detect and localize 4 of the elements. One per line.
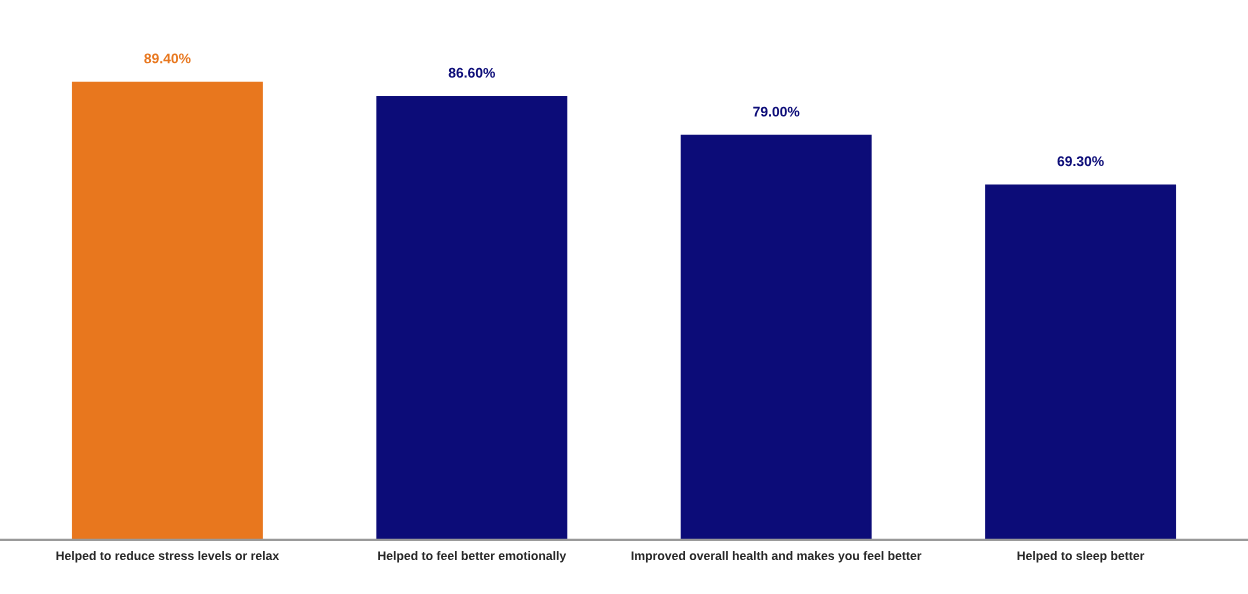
bar xyxy=(376,95,568,540)
bar xyxy=(680,134,872,540)
bar xyxy=(71,81,263,540)
bar xyxy=(985,184,1177,540)
